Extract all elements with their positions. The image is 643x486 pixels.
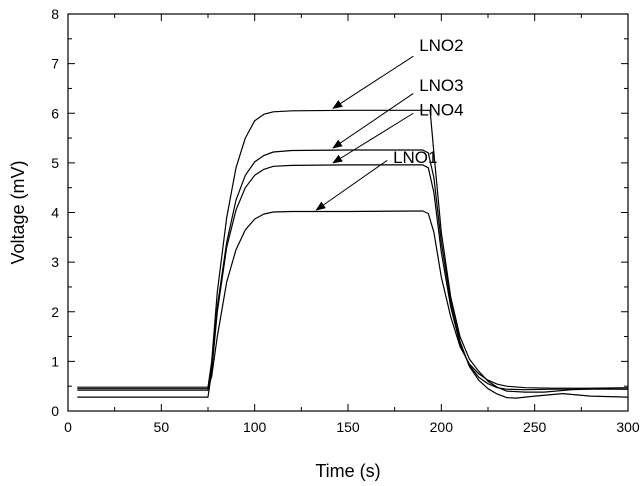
x-tick-label: 50: [154, 419, 170, 435]
y-tick-label: 3: [51, 254, 59, 270]
y-tick-label: 4: [51, 205, 59, 221]
annotation-label-lno3: LNO3: [419, 76, 463, 95]
y-tick-label: 7: [51, 56, 59, 72]
x-tick-label: 150: [336, 419, 360, 435]
plot-area: 0 50 100 150 200 250 300 0 1 2 3 4 5 6 7 8 LNO2 LNO3 LNO4 L…: [51, 6, 640, 435]
y-tick-label: 6: [51, 105, 59, 121]
annotation-arrow-lno3: [332, 92, 414, 149]
y-axis-label: Voltage (mV): [8, 160, 28, 264]
annotation-arrow-lno4: [332, 112, 414, 164]
x-tick-label: 250: [523, 419, 547, 435]
annotation-arrow-lno1: [315, 159, 388, 211]
y-tick-label: 0: [51, 403, 59, 419]
annotation-label-lno4: LNO4: [419, 101, 463, 120]
x-tick-label: 0: [64, 419, 72, 435]
x-axis-label: Time (s): [315, 461, 380, 481]
plot-frame: [67, 13, 629, 412]
series-line-lno1: [77, 210, 629, 390]
y-tick-label: 1: [51, 353, 59, 369]
annotation-label-lno2: LNO2: [419, 36, 463, 55]
series-line-lno3: [77, 149, 629, 399]
annotation-label-lno1: LNO1: [393, 148, 437, 167]
y-tick-label: 2: [51, 304, 59, 320]
y-tick-label: 8: [51, 6, 59, 22]
y-tick-label: 5: [51, 155, 59, 171]
series-line-lno2: [77, 109, 629, 393]
x-tick-label: 200: [430, 419, 454, 435]
series-line-lno4: [77, 164, 628, 398]
annotation-arrow-lno2: [332, 55, 414, 109]
x-tick-label: 300: [616, 419, 640, 435]
x-tick-label: 100: [243, 419, 267, 435]
